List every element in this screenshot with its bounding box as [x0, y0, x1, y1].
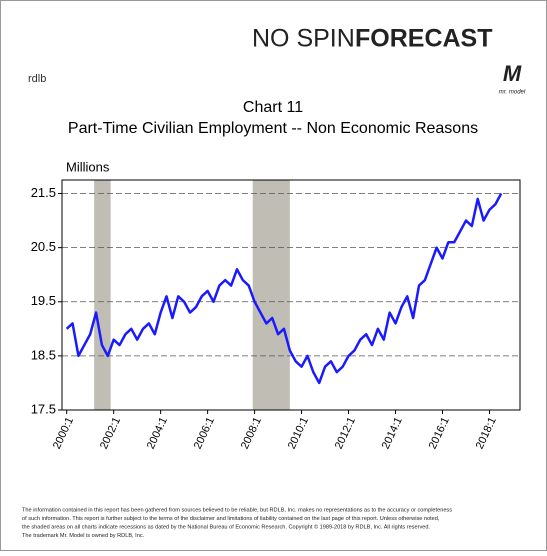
- y-axis-label: Millions: [66, 159, 110, 174]
- recession-band: [94, 180, 111, 410]
- recession-band: [252, 180, 290, 410]
- y-tick-label: 18.5: [31, 347, 56, 362]
- y-tick-label: 20.5: [31, 239, 56, 254]
- logo-right: M: [503, 61, 522, 86]
- footer-line: the shaded areas on all charts indicate …: [22, 523, 430, 530]
- data-line: [65, 192, 503, 385]
- logo-right-sub: mr. model: [499, 90, 526, 96]
- chart-subtitle: Part-Time Civilian Employment -- Non Eco…: [68, 120, 478, 137]
- logo-left: rdlb: [28, 73, 46, 85]
- brand-left: NO SPIN: [252, 25, 355, 53]
- footer-line: of such information. This report is furt…: [22, 516, 440, 522]
- footer: The information contained in this report…: [22, 507, 452, 539]
- footer-line: The information contained in this report…: [22, 507, 452, 513]
- y-tick-label: 21.5: [31, 185, 56, 200]
- brand-right: FORECAST: [355, 25, 493, 53]
- plot-border: [61, 179, 521, 411]
- y-tick-label: 19.5: [31, 293, 56, 308]
- y-tick-label: 17.5: [31, 401, 56, 416]
- chart-title: Chart 11: [243, 99, 303, 116]
- footer-line: The trademark Mr. Model is owned by RDLB…: [22, 533, 145, 539]
